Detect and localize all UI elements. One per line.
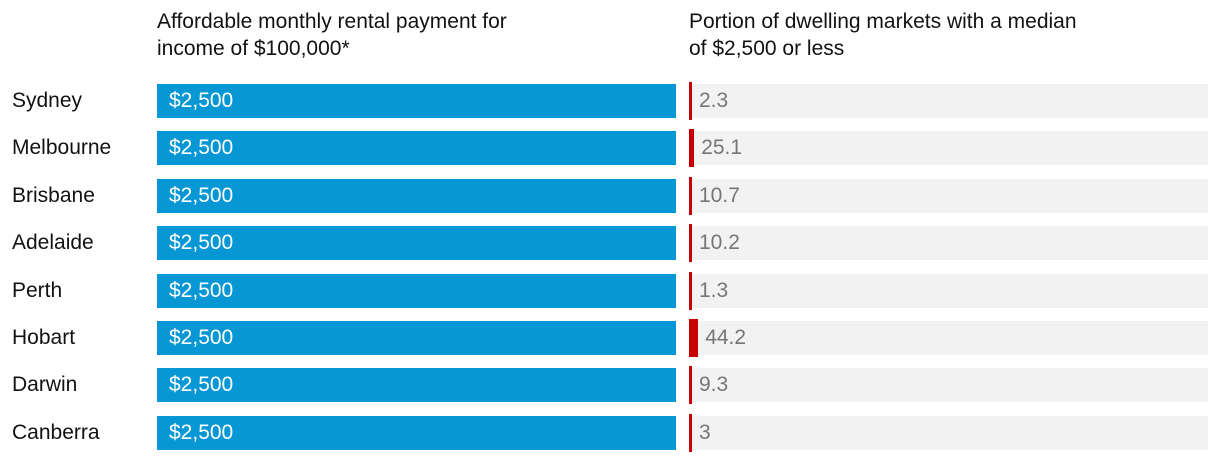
portion-value: 3 [699, 420, 711, 444]
city-label: Canberra [12, 420, 100, 444]
portion-track: 44.2 [689, 318, 1208, 357]
city-label: Sydney [12, 89, 83, 112]
portion-bar [689, 129, 695, 168]
chart-rows: Sydney $2,500 2.3 Melbourne $2,500 25.1 Brisba… [0, 82, 1220, 452]
portion-track: 9.3 [689, 366, 1208, 405]
portion-value: 10.7 [699, 183, 740, 207]
affordable-rent-value: $2,500 [169, 183, 234, 207]
portion-bar [689, 271, 692, 310]
chart-row: Sydney $2,500 2.3 [0, 82, 1220, 120]
affordable-rent-bar: $2,500 [157, 226, 676, 261]
label-column-spacer [0, 8, 157, 62]
chart-row: Perth $2,500 1.3 [0, 271, 1220, 310]
city-label: Melbourne [12, 136, 112, 160]
column-gap [676, 226, 689, 260]
portion-track: 2.3 [689, 82, 1208, 120]
city-label: Perth [12, 278, 63, 302]
column-gap [676, 321, 689, 355]
portion-track: 25.1 [689, 129, 1208, 168]
affordable-rent-value: $2,500 [169, 420, 234, 444]
portion-value: 25.1 [701, 136, 743, 160]
affordable-rent-bar: $2,500 [157, 178, 676, 213]
affordable-rent-value: $2,500 [169, 136, 234, 160]
portion-bar [689, 82, 692, 120]
column-gap [676, 274, 689, 308]
left-column-header: Affordable monthly rental payment for in… [157, 10, 507, 60]
column-gap [676, 179, 689, 213]
affordable-rent-value: $2,500 [169, 231, 234, 255]
portion-bar [689, 224, 692, 263]
column-gap [676, 368, 689, 402]
column-gap [676, 131, 689, 165]
city-label: Adelaide [12, 231, 94, 255]
column-gap [676, 8, 689, 62]
portion-value: 2.3 [699, 89, 729, 112]
portion-value: 10.2 [699, 231, 740, 255]
affordable-rent-bar: $2,500 [157, 84, 676, 118]
city-label: Hobart [12, 325, 76, 349]
chart-row: Melbourne $2,500 25.1 [0, 129, 1220, 168]
chart-row: Hobart $2,500 44.2 [0, 318, 1220, 357]
chart-row: Adelaide $2,500 10.2 [0, 224, 1220, 263]
affordable-rent-value: $2,500 [169, 373, 234, 397]
chart-row: Canberra $2,500 3 [0, 413, 1220, 452]
portion-track: 10.2 [689, 224, 1208, 263]
city-label: Brisbane [12, 183, 95, 207]
portion-bar [689, 176, 692, 215]
portion-value: 9.3 [699, 373, 729, 397]
affordable-rent-value: $2,500 [169, 278, 234, 302]
portion-track: 10.7 [689, 176, 1208, 215]
portion-value: 1.3 [699, 278, 729, 302]
portion-value: 44.2 [705, 325, 747, 349]
portion-bar [689, 413, 692, 452]
affordable-rent-bar: $2,500 [157, 320, 676, 355]
portion-track: 1.3 [689, 271, 1208, 310]
affordable-rent-bar: $2,500 [157, 273, 676, 308]
column-gap [676, 416, 689, 450]
chart-row: Darwin $2,500 9.3 [0, 366, 1220, 405]
affordable-rent-bar: $2,500 [157, 131, 676, 166]
affordable-rent-value: $2,500 [169, 89, 234, 112]
affordable-rent-value: $2,500 [169, 325, 234, 349]
city-label: Darwin [12, 373, 78, 397]
column-gap [676, 84, 689, 118]
affordable-rent-bar: $2,500 [157, 415, 676, 450]
column-headers: Affordable monthly rental payment for in… [0, 0, 1220, 62]
portion-track: 3 [689, 413, 1208, 452]
portion-bar [689, 318, 699, 357]
chart-row: Brisbane $2,500 10.7 [0, 176, 1220, 215]
portion-bar [689, 366, 692, 405]
affordable-rent-bar: $2,500 [157, 368, 676, 403]
right-column-header: Portion of dwelling markets with a media… [689, 10, 1077, 60]
